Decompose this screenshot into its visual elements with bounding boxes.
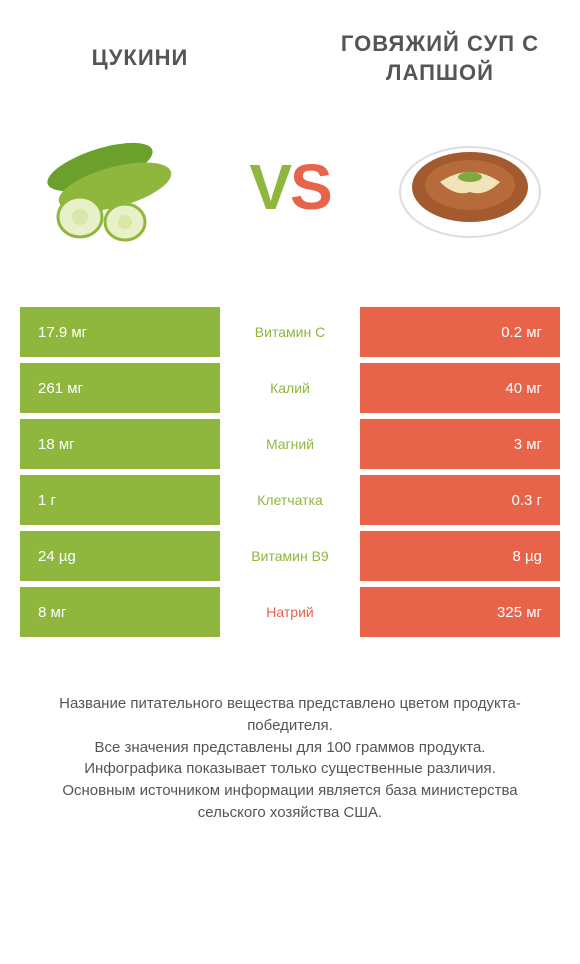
images-row: VS [0,97,580,297]
right-value: 8 µg [360,531,560,581]
left-food-title: ЦУКИНИ [20,44,260,73]
zucchini-icon [30,107,190,267]
header: ЦУКИНИ ГОВЯЖИЙ СУП С ЛАПШОЙ [0,0,580,97]
right-value: 3 мг [360,419,560,469]
vs-v: V [249,151,290,223]
table-row: 24 µgВитамин B98 µg [20,531,560,581]
soup-icon [390,107,550,267]
vs-s: S [290,151,331,223]
right-value: 40 мг [360,363,560,413]
nutrient-label: Натрий [220,587,360,637]
left-value: 17.9 мг [20,307,220,357]
nutrient-label: Клетчатка [220,475,360,525]
right-value: 0.2 мг [360,307,560,357]
left-value: 8 мг [20,587,220,637]
left-value: 18 мг [20,419,220,469]
comparison-table: 17.9 мгВитамин C0.2 мг 261 мгКалий40 мг 18… [0,307,580,643]
footnote-line: Основным источником информации является … [30,780,550,824]
table-row: 8 мгНатрий325 мг [20,587,560,637]
footnote: Название питательного вещества представл… [0,693,580,854]
footnote-line: Название питательного вещества представл… [30,693,550,737]
footnote-line: Все значения представлены для 100 граммо… [30,737,550,759]
nutrient-label: Магний [220,419,360,469]
vs-label: VS [249,155,330,219]
nutrient-label: Калий [220,363,360,413]
table-row: 1 гКлетчатка0.3 г [20,475,560,525]
nutrient-label: Витамин C [220,307,360,357]
footnote-line: Инфографика показывает только существенн… [30,758,550,780]
right-value: 325 мг [360,587,560,637]
table-row: 18 мгМагний3 мг [20,419,560,469]
right-value: 0.3 г [360,475,560,525]
left-value: 261 мг [20,363,220,413]
nutrient-label: Витамин B9 [220,531,360,581]
table-row: 17.9 мгВитамин C0.2 мг [20,307,560,357]
left-value: 1 г [20,475,220,525]
right-food-title: ГОВЯЖИЙ СУП С ЛАПШОЙ [320,30,560,87]
left-value: 24 µg [20,531,220,581]
table-row: 261 мгКалий40 мг [20,363,560,413]
